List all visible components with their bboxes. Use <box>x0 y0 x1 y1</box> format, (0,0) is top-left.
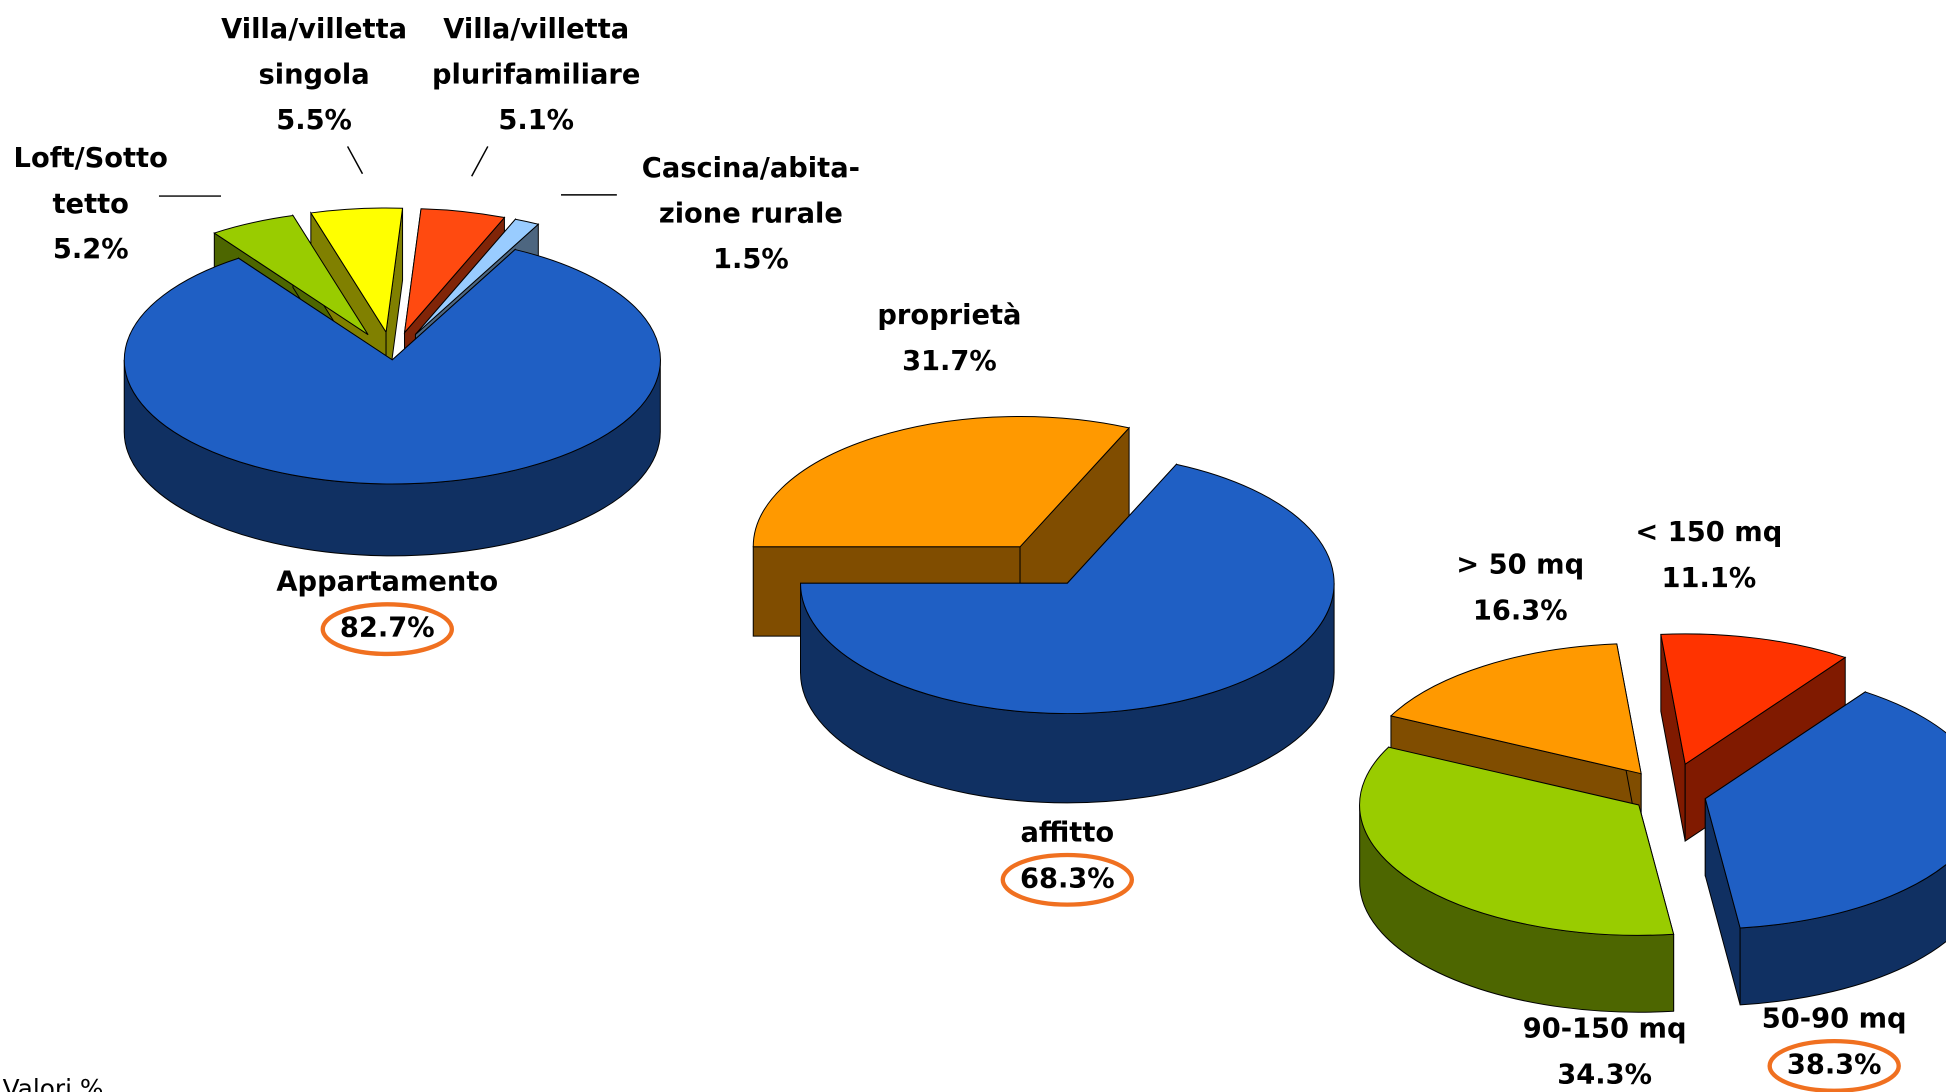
slice <box>123 249 661 485</box>
label-line: Loft/Sotto <box>14 142 168 173</box>
highlight-ring <box>320 602 454 657</box>
label-line: tetto <box>53 188 129 219</box>
value-label: 82.7% <box>340 613 435 644</box>
category-label: Loft/Sotto tetto <box>14 142 168 219</box>
value-label: 11.1% <box>1662 563 1757 594</box>
value-label: 1.5% <box>713 244 789 275</box>
slice <box>1389 643 1642 775</box>
label-line: plurifamiliare <box>432 59 640 90</box>
category-label: 50-90 mq <box>1762 1004 1907 1035</box>
slice <box>415 218 540 335</box>
value-label: 5.5% <box>276 105 352 136</box>
label-line: zione rurale <box>659 198 843 229</box>
leader-line <box>346 146 364 175</box>
slice <box>1704 691 1946 929</box>
value-label: 68.3% <box>1020 863 1115 894</box>
category-label: Appartamento <box>276 567 498 598</box>
label-line: Villa/villetta <box>443 13 629 44</box>
slice <box>310 207 404 334</box>
value-label: 34.3% <box>1557 1059 1652 1090</box>
leader-lines <box>158 146 617 197</box>
slice <box>800 463 1335 715</box>
category-label: Villa/villetta plurifamiliare <box>432 13 640 90</box>
leader-line <box>471 146 489 177</box>
category-label: Villa/villetta singola <box>221 13 407 90</box>
slice <box>213 215 369 336</box>
note: Valori % <box>3 1074 104 1092</box>
value-label: 38.3% <box>1787 1049 1882 1080</box>
value-label: 31.7% <box>902 346 997 377</box>
slice <box>403 208 506 335</box>
label-line: Villa/villetta <box>221 13 407 44</box>
category-label: 90-150 mq <box>1523 1013 1687 1044</box>
highlight-ring <box>1000 852 1135 907</box>
category-label: affitto <box>1020 817 1114 848</box>
value-label: 5.2% <box>53 234 129 265</box>
category-label: Cascina/abita-zione rurale <box>642 152 860 229</box>
value-label: 16.3% <box>1473 595 1568 626</box>
slice <box>1660 633 1847 766</box>
category-label: > 50 mq <box>1456 549 1584 580</box>
highlight-ring <box>1767 1038 1901 1092</box>
pie-tops <box>123 207 1946 936</box>
category-label: < 150 mq <box>1635 517 1782 548</box>
value-label: 5.1% <box>498 105 574 136</box>
label-line: singola <box>259 59 370 90</box>
slice <box>752 416 1131 548</box>
category-label: proprietà <box>877 300 1021 331</box>
labels: Loft/Sotto tetto 5.2% Villa/villetta singola… <box>14 13 1907 1092</box>
label-line: Cascina/abita- <box>642 152 860 183</box>
slice <box>1359 746 1675 936</box>
slice-outer-wall <box>1739 863 1946 1006</box>
